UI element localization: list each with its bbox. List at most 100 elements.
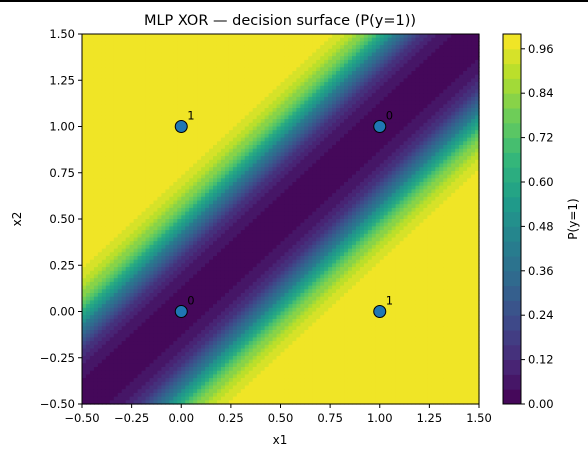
surface-cell bbox=[121, 293, 127, 298]
surface-cell bbox=[82, 59, 87, 65]
surface-cell bbox=[213, 104, 218, 109]
surface-cell bbox=[113, 333, 119, 338]
surface-cell bbox=[85, 281, 91, 287]
surface-cell bbox=[149, 215, 155, 220]
surface-cell bbox=[97, 256, 103, 261]
surface-cell bbox=[121, 241, 127, 246]
surface-cell bbox=[141, 259, 147, 264]
surface-cell bbox=[145, 148, 151, 153]
surface-cell bbox=[276, 133, 282, 139]
surface-cell bbox=[149, 237, 155, 242]
surface-cell bbox=[193, 381, 198, 387]
surface-cell bbox=[197, 148, 202, 153]
surface-cell bbox=[177, 367, 182, 372]
surface-cell bbox=[193, 278, 198, 283]
surface-cell bbox=[248, 41, 254, 46]
surface-cell bbox=[85, 133, 91, 139]
surface-cell bbox=[141, 348, 147, 353]
surface-cell bbox=[224, 104, 230, 109]
surface-cell bbox=[101, 74, 107, 79]
surface-cell bbox=[232, 59, 238, 65]
surface-cell bbox=[85, 115, 91, 120]
surface-cell bbox=[93, 278, 99, 283]
surface-cell bbox=[165, 281, 170, 287]
surface-cell bbox=[161, 185, 166, 190]
surface-cell bbox=[244, 122, 250, 128]
surface-cell bbox=[264, 119, 270, 124]
surface-cell bbox=[260, 256, 266, 261]
surface-cell bbox=[213, 230, 218, 235]
surface-cell bbox=[117, 89, 123, 94]
surface-cell bbox=[109, 204, 115, 209]
surface-cell bbox=[153, 244, 159, 250]
surface-cell bbox=[201, 315, 206, 320]
surface-cell bbox=[213, 185, 218, 190]
surface-cell bbox=[101, 392, 107, 398]
surface-cell bbox=[181, 370, 186, 375]
surface-cell bbox=[244, 348, 250, 353]
surface-cell bbox=[93, 141, 99, 146]
surface-cell bbox=[173, 185, 178, 190]
surface-cell bbox=[145, 137, 151, 142]
surface-cell bbox=[153, 126, 159, 131]
surface-cell bbox=[169, 163, 174, 168]
surface-cell bbox=[228, 37, 234, 42]
surface-cell bbox=[93, 204, 99, 209]
surface-cell bbox=[161, 363, 166, 368]
surface-cell bbox=[117, 215, 123, 220]
surface-cell bbox=[248, 141, 254, 146]
surface-cell bbox=[193, 363, 198, 368]
surface-cell bbox=[133, 178, 139, 183]
surface-cell bbox=[177, 104, 182, 109]
surface-cell bbox=[209, 270, 214, 276]
surface-cell bbox=[137, 355, 143, 361]
surface-cell bbox=[109, 156, 115, 161]
surface-cell bbox=[117, 159, 123, 165]
surface-cell bbox=[185, 145, 190, 150]
surface-cell bbox=[189, 37, 194, 42]
surface-cell bbox=[264, 145, 270, 150]
surface-cell bbox=[232, 63, 238, 68]
surface-cell bbox=[232, 108, 238, 113]
surface-cell bbox=[264, 222, 270, 227]
surface-cell bbox=[113, 244, 119, 250]
surface-cell bbox=[216, 148, 222, 153]
surface-cell bbox=[177, 392, 182, 398]
surface-cell bbox=[149, 159, 155, 165]
surface-cell bbox=[248, 145, 254, 150]
surface-cell bbox=[109, 78, 115, 83]
surface-cell bbox=[276, 285, 282, 290]
surface-cell bbox=[256, 59, 262, 65]
surface-cell bbox=[236, 59, 242, 65]
surface-cell bbox=[197, 233, 202, 239]
surface-cell bbox=[85, 222, 91, 227]
surface-cell bbox=[85, 37, 91, 42]
surface-cell bbox=[272, 263, 278, 268]
surface-cell bbox=[129, 200, 135, 205]
surface-cell bbox=[209, 326, 214, 331]
surface-cell bbox=[197, 285, 202, 290]
surface-cell bbox=[224, 145, 230, 150]
surface-cell bbox=[244, 326, 250, 331]
surface-cell bbox=[85, 52, 91, 57]
surface-cell bbox=[109, 237, 115, 242]
surface-cell bbox=[165, 400, 170, 405]
surface-cell bbox=[125, 89, 131, 94]
surface-cell bbox=[216, 237, 222, 242]
surface-cell bbox=[260, 281, 266, 287]
surface-cell bbox=[93, 248, 99, 253]
surface-cell bbox=[224, 200, 230, 205]
surface-cell bbox=[121, 93, 127, 98]
surface-cell bbox=[129, 233, 135, 239]
surface-cell bbox=[256, 170, 262, 176]
surface-cell bbox=[228, 52, 234, 57]
surface-cell bbox=[117, 400, 123, 405]
surface-cell bbox=[240, 167, 246, 172]
surface-cell bbox=[137, 189, 143, 194]
surface-cell bbox=[93, 363, 99, 368]
surface-cell bbox=[268, 237, 274, 242]
surface-cell bbox=[181, 63, 186, 68]
surface-cell bbox=[141, 152, 147, 157]
surface-cell bbox=[105, 296, 111, 301]
surface-cell bbox=[272, 374, 278, 379]
